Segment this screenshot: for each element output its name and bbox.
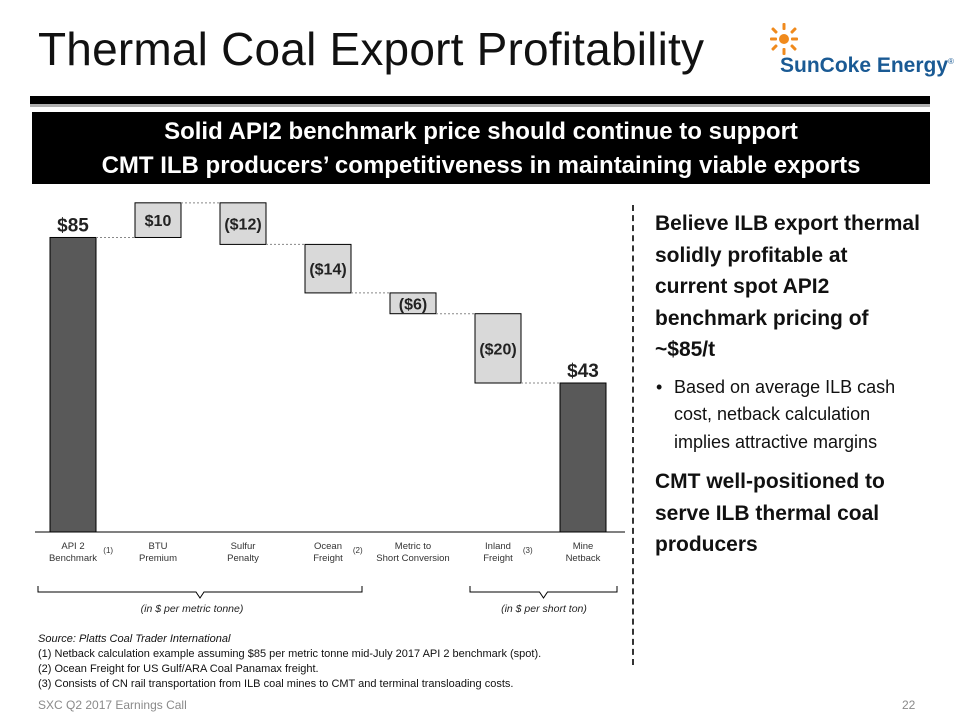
category-label-6-line2: Netback [566, 553, 601, 564]
right-heading-2: CMT well-positioned to serve ILB thermal… [655, 470, 885, 556]
bar-value-label-0: $85 [57, 215, 89, 236]
waterfall-bar-0 [49, 236, 97, 533]
category-label-2-line1: Sulfur [231, 541, 256, 552]
waterfall-bar-2 [219, 202, 267, 245]
unit-bracket-0 [37, 586, 363, 599]
category-note-3: (2) [353, 546, 363, 555]
right-bullet: Based on average ILB cash cost, netback … [656, 374, 920, 457]
waterfall-bar-5 [474, 313, 522, 384]
category-label-3-line1: Ocean [314, 541, 342, 552]
page-title: Thermal Coal Export Profitability [38, 23, 705, 75]
footnote-2: (2) Ocean Freight for US Gulf/ARA Coal P… [38, 663, 319, 675]
unit-bracket-1 [469, 586, 618, 599]
title-rule [30, 96, 930, 104]
category-label-0-line2: Benchmark [49, 553, 97, 564]
waterfall-bar-3 [304, 243, 352, 294]
category-label-4-line2: Short Conversion [376, 553, 449, 564]
right-bullets: Based on average ILB cash cost, netback … [655, 374, 920, 457]
banner-line-1: Solid API2 benchmark price should contin… [164, 118, 798, 145]
right-panel: Believe ILB export thermal solidly profi… [655, 208, 920, 561]
category-label-1-line1: BTU [149, 541, 168, 552]
panel-divider [632, 205, 634, 665]
footnote-1: (1) Netback calculation example assuming… [38, 648, 542, 660]
bar-value-label-1: $10 [145, 213, 172, 230]
category-label-4-line1: Metric to [395, 541, 431, 552]
title-rule-shadow [30, 104, 930, 107]
headline-banner: Solid API2 benchmark price should contin… [32, 112, 930, 184]
footnote-3: (3) Consists of CN rail transportation f… [38, 678, 514, 690]
sun-icon [770, 23, 798, 55]
category-label-2-line2: Penalty [227, 553, 259, 564]
category-label-6-line1: Mine [573, 541, 594, 552]
bar-value-label-5: ($20) [479, 341, 516, 358]
category-note-5: (3) [523, 546, 533, 555]
category-label-0-line1: API 2 [61, 541, 84, 552]
waterfall-bar-1 [134, 202, 182, 238]
footer-event: SXC Q2 2017 Earnings Call [38, 698, 187, 712]
banner-line-2: CMT ILB producers’ competitiveness in ma… [101, 152, 861, 179]
bar-value-label-3: ($14) [309, 262, 346, 279]
source-note: Source: Platts Coal Trader International [38, 633, 231, 645]
waterfall-bar-6 [559, 382, 607, 533]
bar-value-label-2: ($12) [224, 217, 261, 234]
category-label-3-line2: Freight [313, 553, 343, 564]
page-number: 22 [902, 698, 916, 712]
unit-group-label-0: (in $ per metric tonne) [141, 603, 244, 615]
category-label-1-line2: Premium [139, 553, 177, 564]
logo-text: SunCoke Energy® [780, 54, 954, 77]
unit-group-label-1: (in $ per short ton) [501, 603, 587, 615]
category-note-0: (1) [103, 546, 113, 555]
waterfall-bar-4 [389, 292, 437, 315]
category-label-5-line2: Freight [483, 553, 513, 564]
footnotes: Source: Platts Coal Trader International… [38, 632, 541, 692]
bar-value-label-6: $43 [567, 361, 599, 382]
suncoke-logo: SunCoke Energy® [770, 22, 954, 82]
bar-value-label-4: ($6) [399, 296, 427, 313]
right-heading: Believe ILB export thermal solidly profi… [655, 212, 920, 361]
category-label-5-line1: Inland [485, 541, 511, 552]
